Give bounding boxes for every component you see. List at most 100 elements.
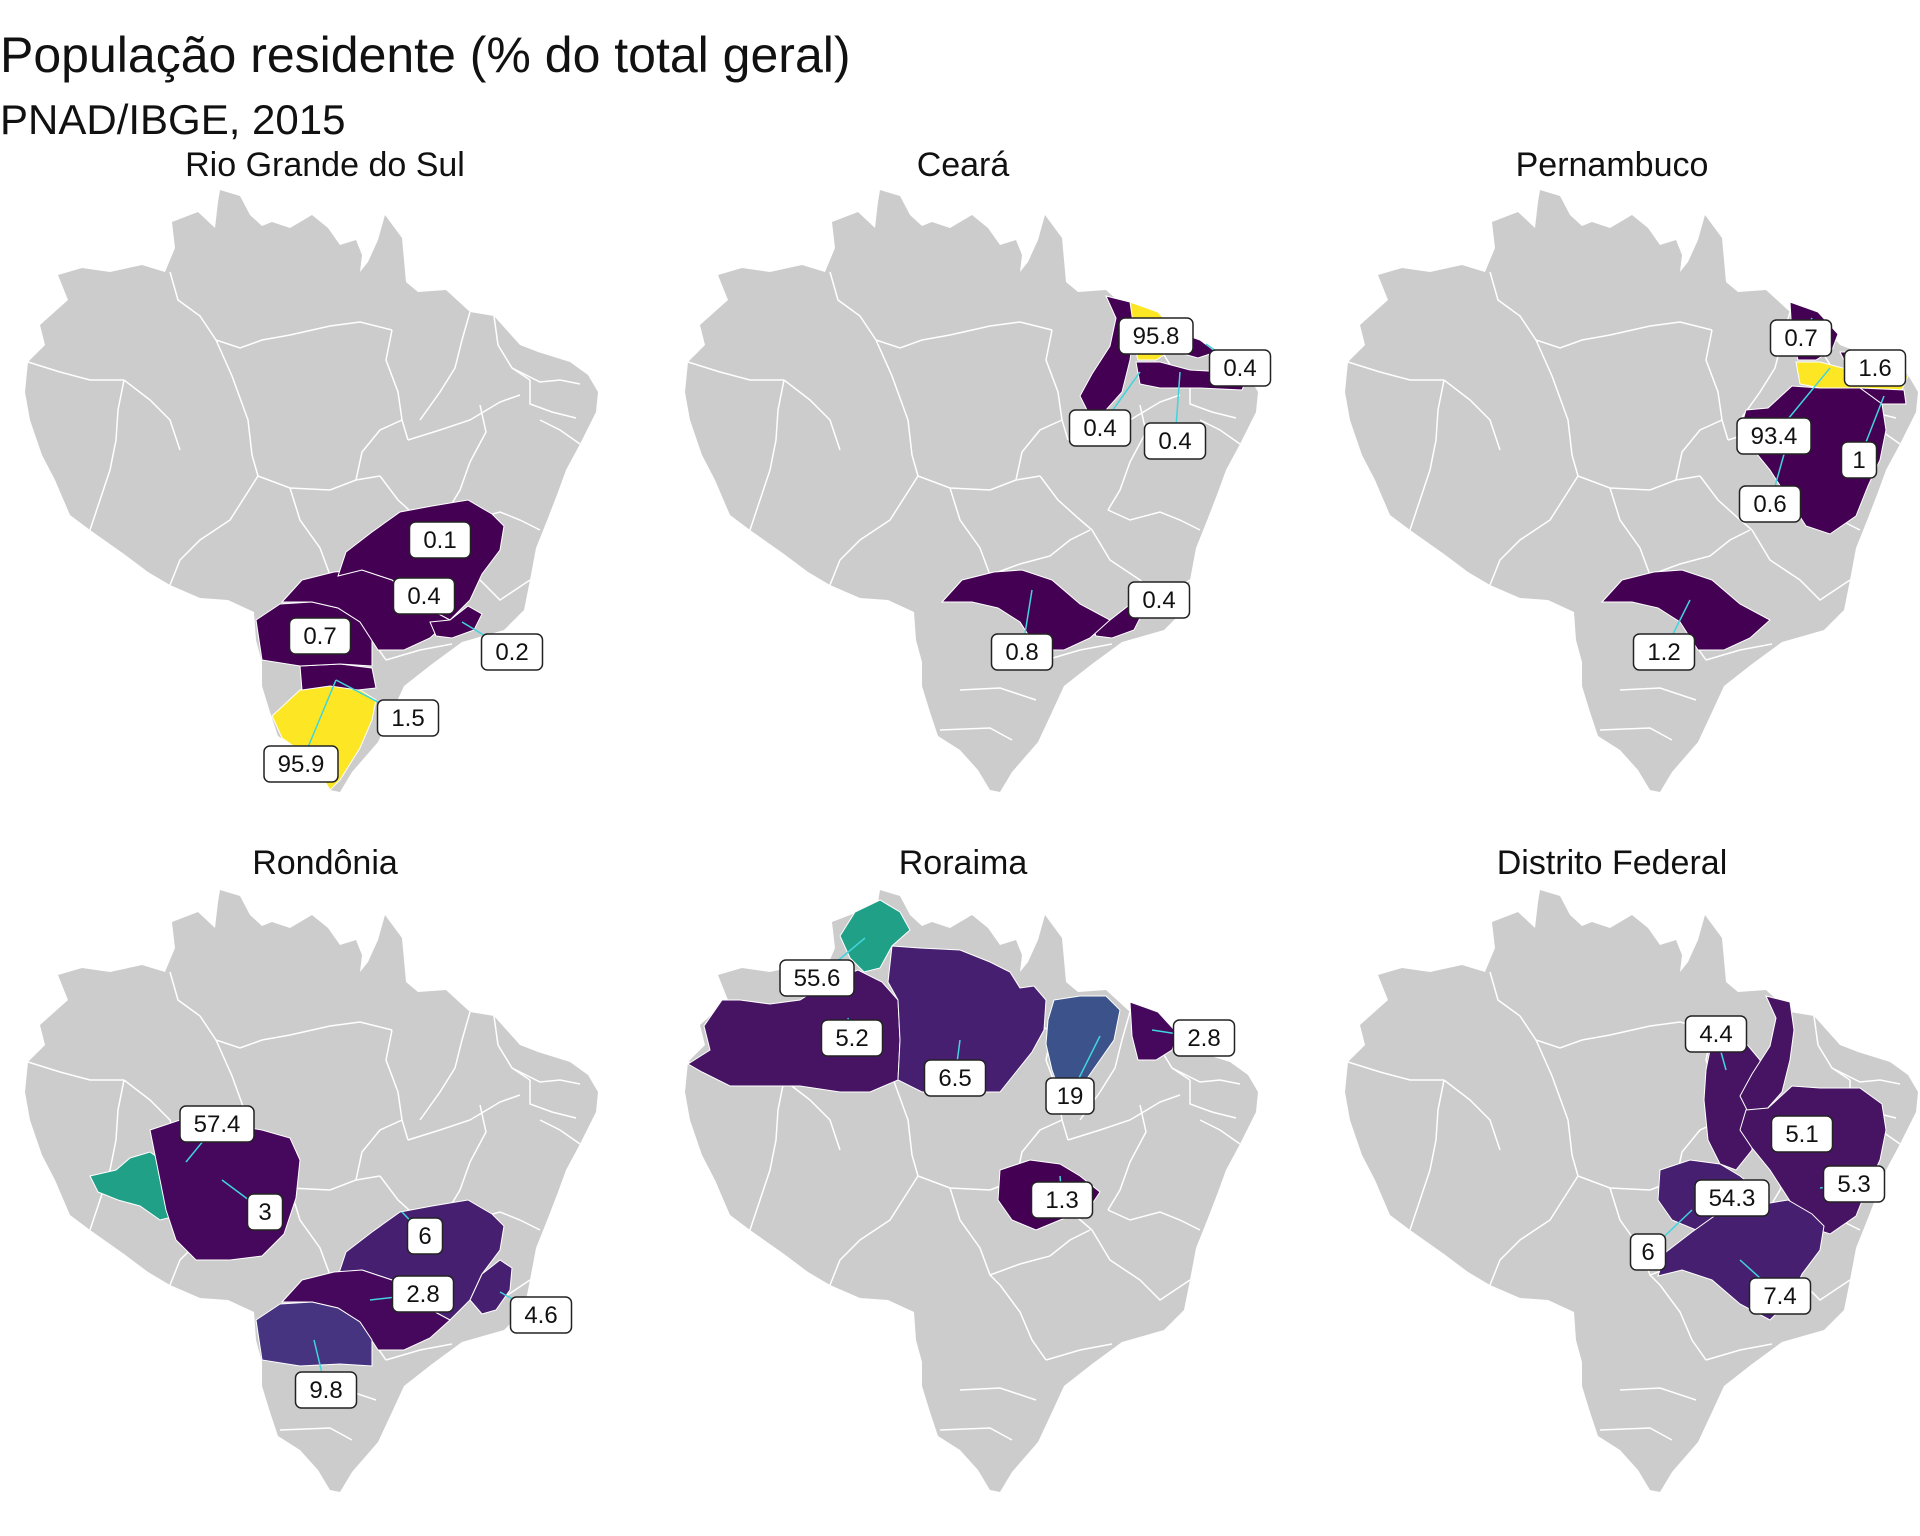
value-label: 95.8 [1118,317,1194,355]
value-label: 0.4 [1208,349,1272,387]
value-label-box [1736,417,1812,455]
value-label-box [288,617,352,655]
chart-subtitle: PNAD/IBGE, 2015 [0,96,346,143]
state-border [875,339,919,477]
value-label-box [1068,409,1132,447]
value-label: 6.5 [923,1059,987,1097]
value-label-box [820,1019,884,1057]
state-border [1751,529,1851,601]
state-fill-rj [429,605,483,639]
state-border [1045,643,1113,661]
state-fill-pr [255,1301,373,1367]
state-border [1067,1094,1181,1141]
state-border [1107,404,1147,511]
state-border [1045,1343,1113,1361]
state-border [1649,529,1751,576]
map-panel-5: 55.6 5.2 6.5 19 2.8 1.3 [685,890,1258,1492]
value-label-box [1822,1165,1886,1203]
map-panel-4: 57.4 3 6 2.8 4.6 9.8 [25,890,598,1492]
state-border [1577,475,1701,491]
panel-title-5: Roraima [898,844,1028,882]
state-border [989,529,1091,576]
state-border [1091,1229,1191,1301]
state-border [447,404,487,511]
value-label-box [1127,581,1191,619]
state-border [749,1079,785,1231]
state-border [1813,1015,1851,1081]
state-border [215,339,259,477]
value-label: 3 [246,1193,284,1231]
state-border [949,1187,1001,1286]
value-label: 0.6 [1738,485,1802,523]
state-border [1599,1427,1673,1441]
panel-title-3: Pernambuco [1515,146,1709,184]
state-border [1619,687,1697,701]
value-label-text: 1.5 [391,705,424,732]
map-panel-3: 0.7 1.6 93.4 1 0.6 1.2 [1345,190,1918,792]
value-label: 0.4 [1127,581,1191,619]
value-label-box [1748,1277,1812,1315]
value-label-box [480,633,544,671]
panel-title-2: Ceará [916,146,1010,184]
value-label-text: 4.4 [1699,1021,1732,1048]
value-label-text: 57.4 [194,1111,241,1138]
value-label-box [1030,1181,1094,1219]
value-label: 9.8 [294,1371,358,1409]
value-label-box [1840,441,1878,479]
map-panel-1: 0.1 0.4 0.7 0.2 1.5 95.9 [25,190,598,792]
state-border [123,379,181,451]
value-label-box [1738,485,1802,523]
value-label-text: 5.2 [835,1025,868,1052]
state-border [1171,1067,1241,1085]
state-border [89,1079,125,1231]
value-label-text: 0.4 [1158,428,1191,455]
state-border [829,475,919,586]
state-fill-rr [839,899,911,973]
state-border [1535,339,1579,477]
state-border [1107,1104,1147,1211]
state-border [529,380,577,419]
value-label: 1.2 [1632,633,1696,671]
value-label: 0.7 [1769,319,1833,357]
state-border [529,1080,577,1119]
state-border [949,321,1053,336]
state-border [1347,361,1444,381]
state-border [511,367,581,385]
state-border [1189,380,1237,419]
value-label-box [408,521,472,559]
value-label-box [1684,1015,1748,1053]
state-border [749,379,785,531]
state-border [1409,379,1445,531]
panel-title-1: Rio Grande do Sul [185,146,465,184]
value-label-box [179,1105,255,1143]
state-border [89,379,125,531]
value-label-box [1769,319,1833,357]
state-border [1659,1284,1707,1361]
state-border [385,1029,409,1141]
state-border [939,1427,1013,1441]
value-label-text: 6.5 [938,1065,971,1092]
state-border [1535,1039,1579,1177]
value-label: 0.2 [480,633,544,671]
state-border [917,475,1041,491]
state-border [989,1229,1091,1276]
value-label: 55.6 [779,959,855,997]
value-label: 5.3 [1822,1165,1886,1203]
value-label-box [1143,422,1207,460]
value-label-box [1843,349,1907,387]
value-label-text: 6 [1641,1239,1654,1266]
state-border [1347,1061,1444,1081]
value-label: 4.4 [1684,1015,1748,1053]
value-label: 5.1 [1770,1115,1834,1153]
value-label-text: 0.7 [303,623,336,650]
panel-title-6: Distrito Federal [1496,844,1728,882]
value-label-text: 95.9 [278,751,325,778]
value-label: 2.8 [1172,1019,1236,1057]
value-label-box [391,1275,455,1313]
value-label: 54.3 [1694,1179,1770,1217]
state-fill-am [687,969,901,1093]
state-border [829,1175,919,1286]
value-label-text: 7.4 [1763,1283,1796,1310]
value-label: 5.2 [820,1019,884,1057]
